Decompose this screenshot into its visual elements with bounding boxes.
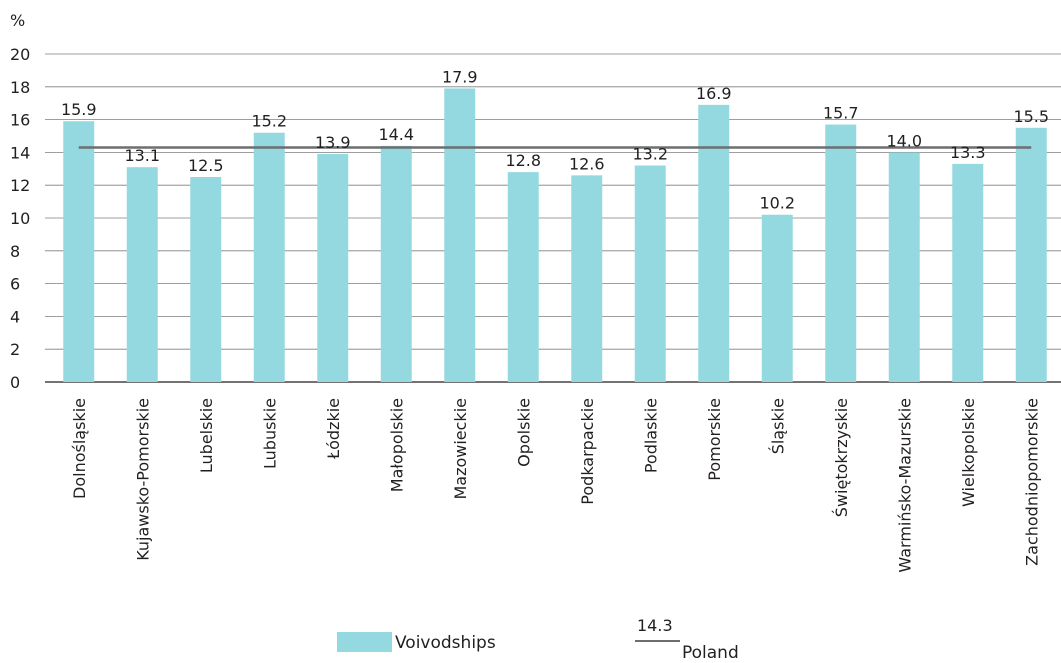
y-tick-label: 4 — [10, 307, 20, 326]
bar-chart: 15.9 13.1 12.5 15.2 13.9 14.4 17.9 12.8 12.6 13.2… — [10, 11, 1061, 573]
data-label: 15.9 — [61, 100, 97, 119]
legend-swatch-voivodships — [337, 632, 392, 652]
bar — [698, 104, 730, 382]
legend-line-poland: 14.3 — [635, 616, 680, 650]
data-label: 12.6 — [569, 154, 605, 173]
y-tick-label: 6 — [10, 275, 20, 294]
category-label: Zachodniopomorskie — [1022, 398, 1041, 566]
bar — [253, 132, 285, 382]
y-tick-label: 14 — [10, 143, 30, 162]
bar — [634, 165, 666, 382]
y-tick-label: 18 — [10, 78, 30, 97]
category-label: Podlaskie — [641, 398, 660, 473]
bar — [126, 167, 158, 382]
category-label: Lubuskie — [260, 398, 279, 469]
data-labels: 15.9 13.1 12.5 15.2 13.9 14.4 17.9 12.8 12.6 13.2… — [61, 67, 1049, 212]
legend-label-voivodships: Voivodships — [395, 633, 496, 653]
bar — [888, 152, 920, 382]
bars — [63, 88, 1047, 383]
bar — [761, 214, 793, 382]
data-label: 15.2 — [251, 112, 287, 131]
axes: 0 2 4 6 8 10 12 14 16 18 20 Dolnośląskie Kujawsko-Po… — [10, 45, 1041, 573]
bar — [1015, 127, 1047, 382]
category-label: Pomorskie — [705, 398, 724, 481]
legend-reference-value: 14.3 — [637, 616, 673, 635]
category-label: Kujawsko-Pomorskie — [133, 398, 152, 561]
data-label: 12.8 — [505, 151, 541, 170]
category-label: Podkarpackie — [578, 398, 597, 505]
category-label: Śląskie — [768, 398, 787, 454]
y-tick-label: 16 — [10, 111, 30, 130]
data-label: 10.2 — [759, 194, 795, 213]
bar — [571, 175, 603, 382]
category-label: Mazowieckie — [451, 398, 470, 500]
y-tick-label: 2 — [10, 340, 20, 359]
data-label: 13.3 — [950, 143, 986, 162]
data-label: 14.4 — [378, 125, 414, 144]
bar — [380, 145, 412, 382]
bar — [317, 154, 349, 382]
data-label: 15.5 — [1013, 107, 1049, 126]
y-tick-label: 12 — [10, 176, 30, 195]
data-label: 16.9 — [696, 84, 732, 103]
y-tick-label: 20 — [10, 45, 30, 64]
bar — [444, 88, 476, 382]
bar — [63, 121, 95, 383]
y-tick-label: 8 — [10, 242, 20, 261]
data-label: 17.9 — [442, 67, 478, 86]
legend-item-poland: 14.3 Poland — [635, 616, 739, 662]
category-label: Łódzkie — [324, 398, 343, 460]
legend-item-voivodships: Voivodships — [337, 632, 496, 652]
category-label: Małopolskie — [387, 398, 406, 492]
category-label: Warmińsko-Mazurskie — [895, 398, 914, 573]
category-label: Świętokrzyskie — [832, 398, 851, 517]
data-label: 13.2 — [632, 145, 668, 164]
legend-line-stroke — [635, 640, 680, 642]
category-label: Opolskie — [514, 398, 533, 467]
y-tick-label: 0 — [10, 373, 20, 392]
data-label: 12.5 — [188, 156, 224, 175]
data-label: 14.0 — [886, 131, 922, 150]
bar — [952, 163, 984, 382]
data-label: 15.7 — [823, 104, 859, 123]
category-label: Wielkopolskie — [959, 398, 978, 507]
legend: Voivodships 14.3 Poland — [0, 616, 1061, 662]
category-label: Dolnośląskie — [70, 398, 89, 499]
bar — [190, 177, 222, 382]
y-tick-label: 10 — [10, 209, 30, 228]
bar — [507, 172, 539, 382]
data-label: 13.1 — [124, 146, 160, 165]
category-label: Lubelskie — [197, 398, 216, 473]
data-label: 13.9 — [315, 133, 351, 152]
legend-label-poland: Poland — [682, 643, 739, 663]
y-axis-unit-label: % — [10, 11, 25, 30]
bar — [825, 124, 857, 383]
